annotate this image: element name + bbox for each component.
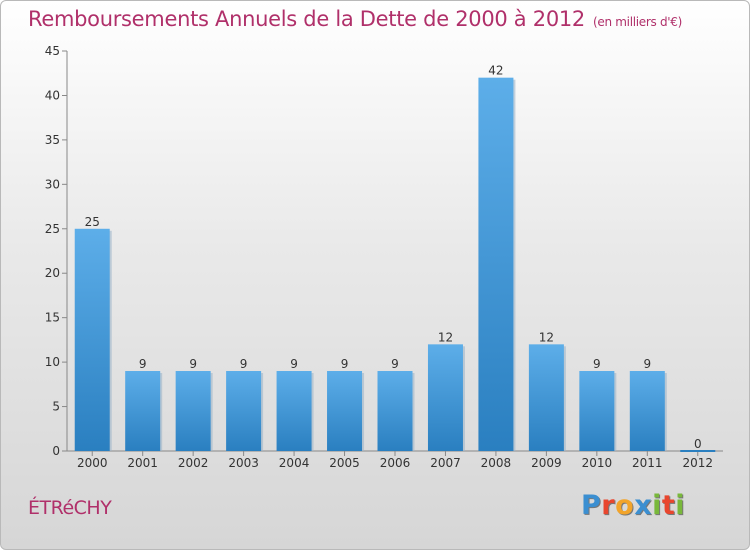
- y-tick-label: 0: [52, 444, 60, 458]
- chart-subtitle: (en milliers d'€): [593, 15, 683, 29]
- y-tick-label: 5: [52, 400, 60, 414]
- x-tick-label: 2004: [279, 456, 310, 470]
- data-label: 9: [593, 357, 601, 371]
- data-label: 9: [139, 357, 147, 371]
- chart-title-text: Remboursements Annuels de la Dette de 20…: [28, 7, 585, 31]
- data-label: 12: [539, 330, 554, 344]
- bar: [528, 344, 564, 451]
- y-tick-label: 30: [45, 177, 60, 191]
- y-tick-label: 20: [45, 266, 60, 280]
- x-tick-label: 2005: [329, 456, 360, 470]
- x-axis: 2000 2001 2002 2003 2004 2005 2006 2007 2008 2009…: [67, 450, 723, 470]
- logo-letter: i: [652, 490, 662, 521]
- bars: [74, 77, 716, 452]
- x-tick-label: 2009: [531, 456, 562, 470]
- data-label: 9: [240, 357, 248, 371]
- logo-letter: x: [634, 490, 653, 521]
- x-tick-label: 2006: [380, 456, 411, 470]
- data-label: 12: [438, 330, 453, 344]
- data-label: 9: [391, 357, 399, 371]
- bar: [276, 371, 312, 451]
- x-tick-label: 2001: [127, 456, 158, 470]
- data-labels: 25 9 9 9 9 9 9 12 42 12 9 9 0: [85, 64, 702, 451]
- x-tick-label: 2000: [77, 456, 108, 470]
- chart-title: Remboursements Annuels de la Dette de 20…: [28, 7, 682, 31]
- logo-letter: t: [661, 490, 676, 521]
- commune-name: ÉTRéCHY: [28, 497, 112, 519]
- proxiti-logo: Proxiti: [581, 490, 685, 521]
- logo-letter: r: [601, 490, 616, 521]
- y-axis: 0 5 10 15 20 25 30 35 40 45: [45, 44, 68, 458]
- y-tick-label: 35: [45, 133, 60, 147]
- bar: [427, 344, 463, 451]
- data-label: 9: [643, 357, 651, 371]
- y-tick-label: 40: [45, 88, 60, 102]
- y-tick-label: 25: [45, 222, 60, 236]
- data-label: 9: [189, 357, 197, 371]
- x-tick-label: 2003: [228, 456, 259, 470]
- bar: [579, 371, 615, 451]
- x-tick-label: 2008: [481, 456, 512, 470]
- data-label: 25: [85, 215, 100, 229]
- data-label: 9: [341, 357, 349, 371]
- x-tick-label: 2002: [178, 456, 209, 470]
- bar: [175, 371, 211, 451]
- y-tick-label: 45: [45, 44, 60, 58]
- bar: [377, 371, 413, 451]
- x-tick-label: 2010: [582, 456, 613, 470]
- x-tick-label: 2012: [682, 456, 713, 470]
- bar: [125, 371, 161, 451]
- logo-letter: o: [615, 490, 635, 521]
- y-tick-label: 15: [45, 311, 60, 325]
- logo-letter: P: [581, 490, 602, 521]
- bar: [74, 228, 110, 451]
- x-tick-label: 2011: [632, 456, 663, 470]
- logo-letter: i: [675, 490, 686, 521]
- data-label: 9: [290, 357, 298, 371]
- bar: [478, 77, 514, 452]
- data-label: 0: [694, 437, 702, 451]
- y-tick-label: 10: [45, 355, 60, 369]
- data-label: 42: [488, 64, 503, 78]
- x-tick-label: 2007: [430, 456, 461, 470]
- bar: [226, 371, 262, 451]
- bar: [327, 371, 363, 451]
- bar: [629, 371, 665, 451]
